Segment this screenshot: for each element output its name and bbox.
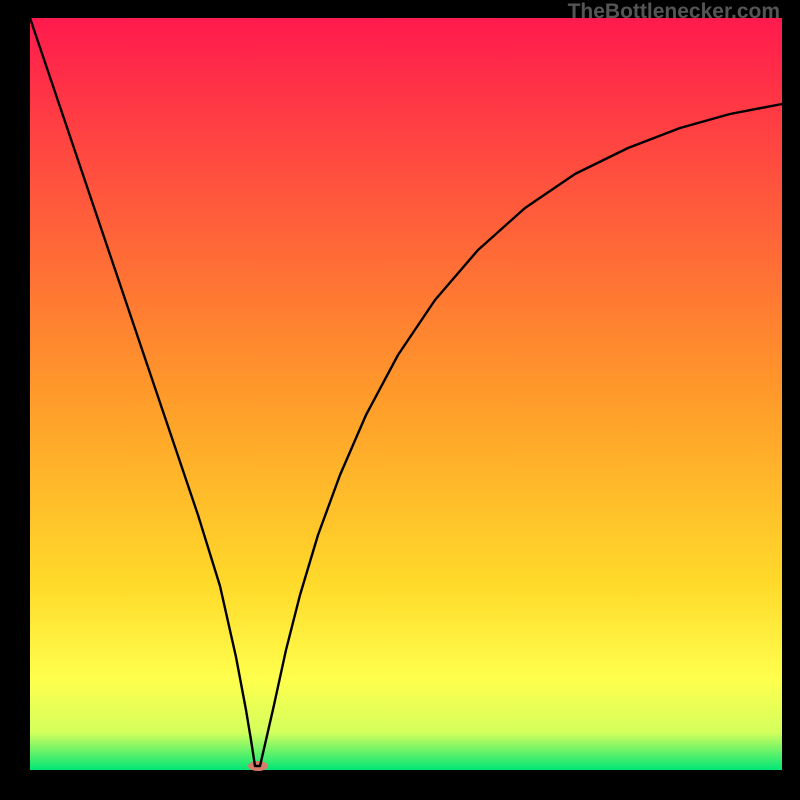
curve-overlay: [0, 0, 800, 800]
v-curve: [30, 18, 782, 766]
chart-container: TheBottlenecker.com: [0, 0, 800, 800]
